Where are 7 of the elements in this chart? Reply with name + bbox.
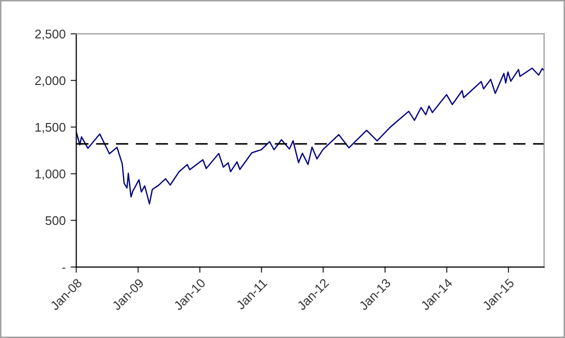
y-tick-label: -	[62, 268, 66, 269]
y-tick-label: 1,000	[36, 170, 66, 180]
y-tick-label: 2,000	[35, 76, 66, 87]
y-tick-label: 500	[46, 216, 66, 226]
y-tick-label: 2,500	[35, 30, 66, 40]
y-tick-label: 1,500	[36, 122, 66, 134]
line-series	[76, 68, 544, 204]
